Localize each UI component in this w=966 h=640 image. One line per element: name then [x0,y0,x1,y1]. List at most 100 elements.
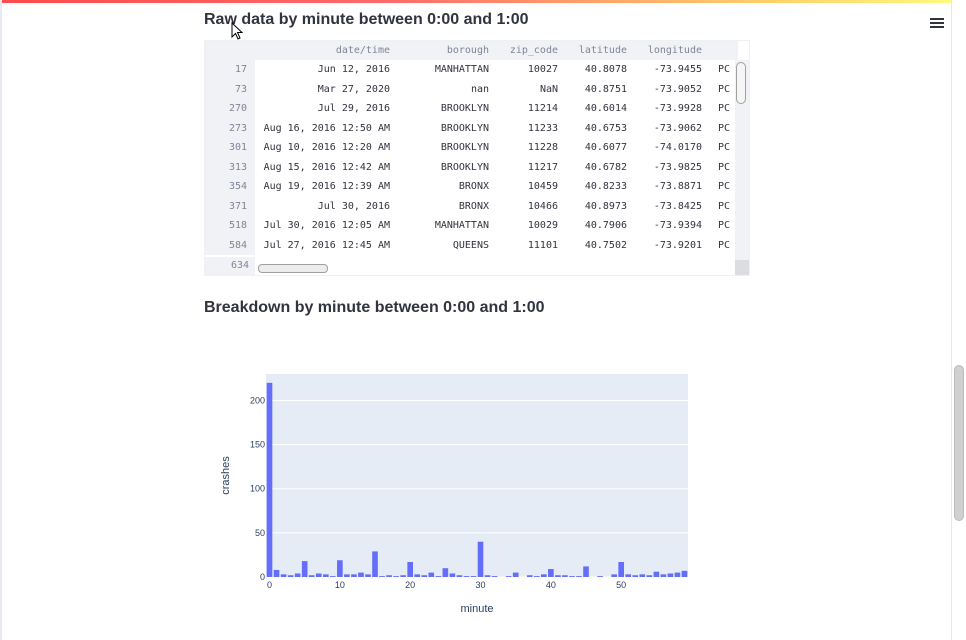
cell-extra: PC [718,64,731,76]
bar[interactable] [344,574,350,577]
bar[interactable] [421,575,428,577]
bar[interactable] [632,575,639,577]
bar[interactable] [569,576,575,577]
bar[interactable] [597,576,603,577]
bar[interactable] [400,575,406,577]
top-decoration-bar [0,0,966,3]
bar[interactable] [280,574,287,577]
bar[interactable] [491,576,498,577]
column-header-datetime[interactable]: date/time [255,41,398,60]
bar[interactable] [449,573,456,577]
bar[interactable] [625,574,632,577]
index-header [205,41,255,60]
table-vertical-scrollbar[interactable] [736,62,746,104]
cell-extra: PC [718,122,731,134]
bar[interactable] [505,576,512,577]
bar[interactable] [294,573,301,577]
bar[interactable] [639,574,646,577]
table-row[interactable]: 73 Mar 27, 2020 nan NaN 40.8751 -73.9052 PC [205,79,738,99]
bar[interactable] [322,574,329,577]
table-vertical-scroll-track[interactable] [735,60,749,275]
bar[interactable] [393,576,399,577]
bar[interactable] [442,568,449,577]
row-index: 273 [205,118,255,138]
bar[interactable] [379,576,385,577]
cell-zip-code: 11214 [527,103,558,115]
bar[interactable] [477,541,484,577]
bar[interactable] [548,569,554,577]
column-header-longitude[interactable]: longitude [635,41,710,60]
table-row[interactable]: 518 Jul 30, 2016 12:05 AM MANHATTAN 10029 40… [205,216,738,236]
cell-longitude: -73.9201 [653,239,702,251]
bar[interactable] [337,560,343,577]
raw-data-table[interactable]: date/time borough zip_code latitude long… [204,40,750,276]
column-header-borough[interactable]: borough [398,41,497,60]
bar[interactable] [372,551,378,577]
bar[interactable] [428,572,435,577]
bar[interactable] [681,570,688,577]
bar[interactable] [456,575,463,577]
bar[interactable] [660,574,667,577]
table-row[interactable]: 584 Jul 27, 2016 12:45 AM QUEENS 11101 40.75… [205,235,738,255]
bar[interactable] [435,576,442,577]
bar[interactable] [386,575,392,577]
row-index: 301 [205,138,255,158]
bar[interactable] [351,574,357,577]
mouse-cursor-icon [231,22,243,40]
bar[interactable] [358,572,364,577]
table-row[interactable]: 371 Jul 30, 2016 BRONX 10466 40.8973 -73.8425… [205,196,738,216]
cell-longitude: -73.9928 [653,103,702,115]
table-row[interactable]: 17 Jun 12, 2016 MANHATTAN 10027 40.8078 -73.9… [205,60,738,80]
bar[interactable] [414,574,421,577]
page-scrollbar-thumb[interactable] [954,365,964,521]
bar[interactable] [315,573,322,577]
table-row[interactable]: 270 Jul 29, 2016 BROOKLYN 11214 40.6014 -73.9… [205,99,738,119]
bar[interactable] [674,572,681,577]
bar[interactable] [618,561,624,577]
bar[interactable] [365,574,371,577]
bar[interactable] [273,569,280,577]
bar[interactable] [407,561,413,577]
cell-borough: BROOKLYN [440,161,489,173]
bar[interactable] [667,573,674,577]
bar[interactable] [646,575,653,577]
bar[interactable] [526,575,533,577]
cell-latitude: 40.6782 [584,161,627,173]
column-header-zip-code[interactable]: zip_code [497,41,566,60]
cell-latitude: 40.7906 [584,220,627,232]
column-header-extra[interactable] [710,41,739,60]
bar[interactable] [266,382,273,577]
bar[interactable] [583,566,589,577]
bar[interactable] [512,572,519,577]
bar[interactable] [653,571,660,577]
bar[interactable] [555,575,561,577]
table-row[interactable]: 354 Aug 19, 2016 12:39 AM BRONX 10459 40.823… [205,177,738,197]
bar[interactable] [562,575,568,577]
crashes-by-minute-chart[interactable]: 0 10 20 30 40 50 0 50 100 150 200 minute crashes [214,360,704,620]
bar[interactable] [463,576,470,577]
row-index: 518 [205,216,255,236]
table-row[interactable]: 273 Aug 16, 2016 12:50 AM BROOKLYN 11233 40.… [205,118,738,138]
cell-latitude: 40.6753 [584,122,627,134]
bar[interactable] [484,575,491,577]
table-row[interactable]: 301 Aug 10, 2016 12:20 AM BROOKLYN 11228 40.… [205,138,738,158]
bar[interactable] [330,576,336,577]
page-scrollbar[interactable] [951,0,966,640]
bars-group [266,382,688,577]
table-horizontal-scrollbar[interactable] [258,264,328,273]
bar[interactable] [541,574,547,577]
bar[interactable] [301,561,308,577]
cell-longitude: -74.0170 [653,142,702,154]
bar[interactable] [533,576,540,577]
bar[interactable] [576,576,582,577]
bar[interactable] [287,575,294,577]
bar[interactable] [611,574,617,577]
cell-extra: PC [718,142,731,154]
column-header-latitude[interactable]: latitude [566,41,635,60]
hamburger-menu-icon[interactable] [930,16,944,32]
table-row[interactable]: 313 Aug 15, 2016 12:42 AM BROOKLYN 11217 40.… [205,157,738,177]
cell-zip-code: 10027 [527,64,558,76]
bar[interactable] [470,576,477,577]
bar[interactable] [308,575,315,577]
cell-datetime: Jul 30, 2016 [317,200,390,212]
